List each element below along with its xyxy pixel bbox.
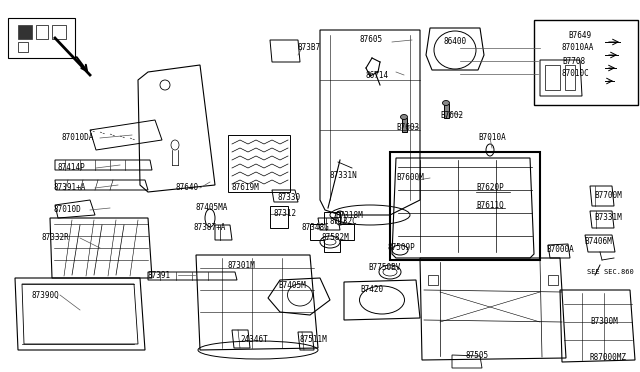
- Bar: [565, 65, 575, 90]
- Text: 87330: 87330: [278, 193, 301, 202]
- Text: 87332C: 87332C: [330, 218, 358, 227]
- Text: B7649: B7649: [568, 31, 591, 39]
- Text: B7750BV: B7750BV: [368, 263, 401, 273]
- Ellipse shape: [442, 100, 449, 106]
- Text: 87312: 87312: [274, 208, 297, 218]
- Text: 87010C: 87010C: [562, 70, 589, 78]
- Text: 87391: 87391: [148, 270, 171, 279]
- Text: B7010A: B7010A: [478, 134, 506, 142]
- Text: B7406M: B7406M: [584, 237, 612, 247]
- Text: 87509P: 87509P: [388, 244, 416, 253]
- Text: B7000A: B7000A: [546, 246, 573, 254]
- Text: 87405MA: 87405MA: [196, 203, 228, 212]
- Text: B7700M: B7700M: [594, 190, 621, 199]
- Text: 87582M: 87582M: [322, 234, 349, 243]
- Bar: [18, 42, 28, 52]
- Bar: [390, 152, 540, 260]
- Text: 86714: 86714: [366, 71, 389, 80]
- Text: B7600M: B7600M: [396, 173, 424, 183]
- Text: 87391+A: 87391+A: [53, 183, 85, 192]
- Ellipse shape: [401, 115, 408, 119]
- Text: 87605: 87605: [360, 35, 383, 45]
- Text: B7420: B7420: [360, 285, 383, 295]
- Text: 873B7: 873B7: [298, 44, 321, 52]
- Text: 87332R: 87332R: [42, 234, 70, 243]
- Bar: [402, 118, 407, 132]
- Text: 87010DA: 87010DA: [62, 134, 94, 142]
- Text: B7620P: B7620P: [476, 183, 504, 192]
- Text: 87619M: 87619M: [232, 183, 260, 192]
- Bar: [444, 104, 449, 118]
- Text: 87010AA: 87010AA: [562, 44, 595, 52]
- Bar: [534, 20, 638, 105]
- Bar: [18, 25, 32, 39]
- Text: 87387+A: 87387+A: [194, 224, 227, 232]
- Bar: [36, 25, 48, 39]
- Text: 87414P: 87414P: [58, 164, 86, 173]
- Text: 87390Q: 87390Q: [32, 291, 60, 299]
- Bar: [548, 275, 558, 285]
- Text: 87010D: 87010D: [53, 205, 81, 215]
- Bar: [545, 65, 560, 90]
- Text: 87301M: 87301M: [228, 260, 256, 269]
- Text: 87640: 87640: [176, 183, 199, 192]
- Text: B7300M: B7300M: [590, 317, 618, 327]
- Text: SEE SEC.860: SEE SEC.860: [587, 269, 634, 275]
- Bar: [270, 206, 288, 228]
- Bar: [52, 25, 66, 39]
- Text: B7603: B7603: [396, 124, 419, 132]
- Text: 87511M: 87511M: [300, 336, 328, 344]
- Bar: [428, 275, 438, 285]
- Text: 87331N: 87331N: [330, 170, 358, 180]
- Text: 87348G: 87348G: [302, 224, 330, 232]
- Text: B7405M: B7405M: [278, 280, 306, 289]
- Text: B7602: B7602: [440, 110, 463, 119]
- Text: 24346T: 24346T: [240, 336, 268, 344]
- Text: R87000MZ: R87000MZ: [590, 353, 627, 362]
- Text: B7708: B7708: [562, 57, 585, 65]
- Text: B7611Q: B7611Q: [476, 201, 504, 209]
- Text: 87505: 87505: [466, 350, 489, 359]
- Text: 87318M: 87318M: [336, 211, 364, 219]
- Text: 86400: 86400: [444, 38, 467, 46]
- Text: B7331M: B7331M: [594, 214, 621, 222]
